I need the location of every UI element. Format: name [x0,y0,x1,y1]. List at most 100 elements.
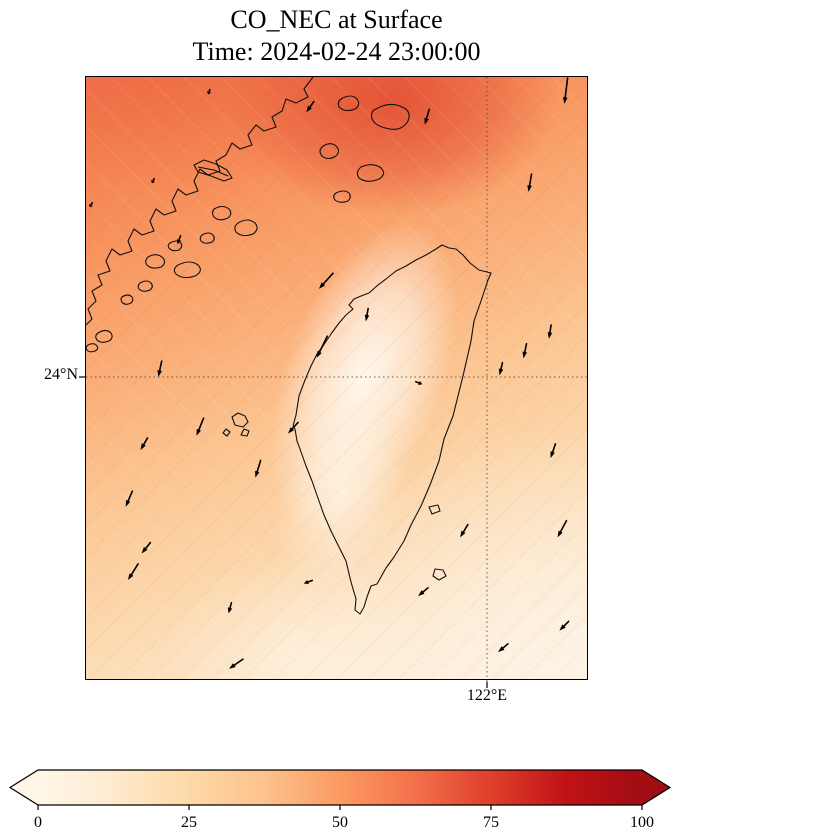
colorbar-tick-label: 50 [332,814,348,831]
lat-tick-label: 24°N [44,366,78,383]
wind-arrow [291,421,299,430]
island-coast [240,428,250,437]
island-coast [197,166,229,177]
wind-arrow-head [176,239,182,245]
wind-arrow-head [364,314,370,322]
wind-arrow [152,177,155,182]
wind-arrow-head [157,369,162,377]
wind-arrow [307,579,314,583]
map-axes [79,76,589,688]
wind-arrow [158,360,163,372]
wind-arrow [256,459,262,473]
wind-arrow-head [287,427,295,434]
wind-arrow [309,100,315,108]
colorbar-tick-label: 0 [34,814,42,831]
island-coast [95,329,113,343]
wind-arrow-head [150,180,156,184]
wind-arrow [551,443,557,453]
island-coast [145,254,166,269]
wind-arrow [502,643,509,649]
island-coast [319,143,340,160]
island-coast [193,159,233,182]
island-coast [333,190,351,203]
wind-arrow [198,417,205,431]
island-coast [211,205,232,221]
island-coast [85,343,99,353]
wind-arrow-head [141,546,148,554]
island-coast [370,103,410,130]
wind-arrow [500,361,504,370]
island-coast [231,412,249,428]
wind-arrow-head [498,368,504,376]
wind-arrow [127,490,134,502]
wind-arrow-head [424,117,429,125]
wind-arrow-head [522,351,528,359]
wind-arrow [233,658,244,666]
wind-arrow [90,202,94,206]
wind-arrow [559,519,568,533]
plot-subtitle: Time: 2024-02-24 23:00:00 [192,37,481,66]
wind-arrow [142,437,149,446]
wind-arrow-head [306,105,312,113]
wind-arrow-head [127,573,134,581]
island-coast [199,232,215,244]
wind-quiver-arrows [89,77,570,669]
mainland-coast [85,76,314,326]
wind-arrow-head [316,350,322,358]
wind-arrow [414,380,420,384]
map-overlay [79,76,589,688]
pcolormesh-texture [86,77,587,679]
wind-arrow-head [460,530,466,538]
wind-arrow [229,601,233,609]
wind-arrow [144,541,152,550]
wind-arrow-head [125,499,131,507]
wind-arrow-head [89,203,93,208]
island-coast [356,164,385,182]
island-coast [234,219,258,237]
wind-arrow [528,173,533,187]
wind-arrow [130,563,139,576]
wind-arrow [208,88,211,93]
wind-arrow-head [227,607,233,614]
plot-title: CO_NEC at Surface [230,5,443,34]
lon-tick-label: 122°E [466,687,508,704]
wind-arrow [318,335,329,353]
island-coast [173,261,201,279]
coastlines [85,76,492,615]
wind-arrow [178,234,182,241]
island-coast [120,294,134,305]
wind-arrow [564,77,569,99]
wind-arrow-head [527,185,532,192]
wind-arrow-head [255,470,260,478]
wind-arrow-head [418,380,423,386]
island-coast [222,428,231,437]
wind-arrow-head [547,332,553,339]
wind-arrow-head [303,579,309,585]
island-coast [167,240,183,252]
island-coast [432,568,447,581]
taiwan-coast [292,244,492,615]
wind-arrow-head [418,590,425,597]
colorbar-gradient-bar [8,769,672,806]
wind-arrow [563,620,570,627]
wind-arrow-head [140,443,146,451]
wind-arrow [549,324,552,334]
wind-arrow-head [550,451,555,459]
title-block: CO_NEC at Surface Time: 2024-02-24 23:00… [85,4,588,68]
wind-arrow-head [196,428,202,436]
wind-arrow [322,272,334,285]
wind-arrow [422,587,429,593]
colorbar-svg: 0 25 50 75 100 [8,769,672,831]
colorbar-tick-label: 100 [630,814,654,831]
wind-arrow [462,523,469,533]
island-coast [337,95,360,112]
wind-arrow-head [557,530,563,538]
colorbar-tick-label: 75 [483,814,499,831]
wind-arrow-head [229,663,236,669]
island-coast [428,504,441,515]
wind-arrow-head [206,91,212,95]
wind-arrow [425,108,431,120]
wind-arrow [366,307,369,316]
